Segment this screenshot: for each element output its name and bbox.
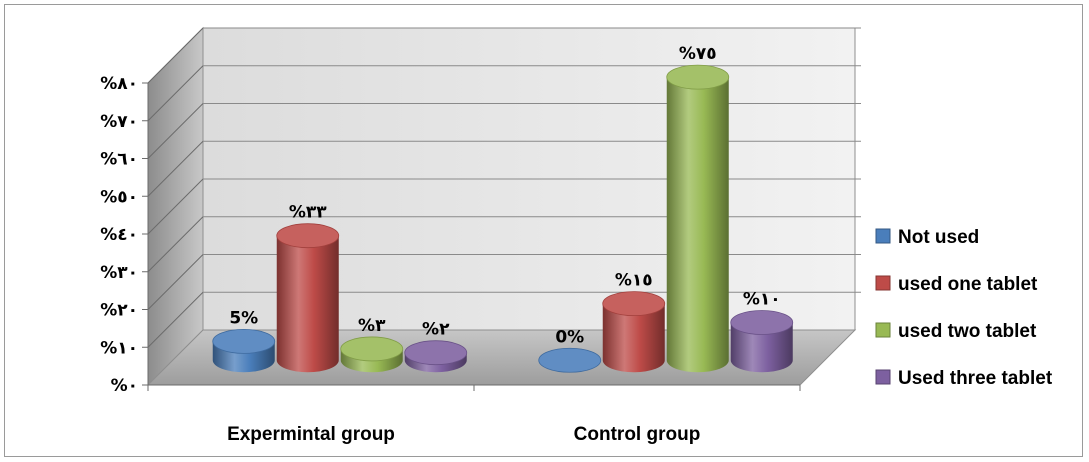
data-label: %١٥ xyxy=(615,271,653,291)
legend-item: used two tablet xyxy=(875,321,1037,342)
bar-not-used xyxy=(212,328,276,373)
y-tick-label: %٦٠ xyxy=(100,150,138,170)
bar-used-three-tablet xyxy=(404,340,468,373)
bar-body xyxy=(730,322,793,373)
legend-label: used one tablet xyxy=(898,274,1038,295)
legend-swatch xyxy=(875,275,891,291)
gridline-side xyxy=(147,254,204,310)
legend-swatch xyxy=(875,322,891,338)
data-label: %٧٥ xyxy=(679,44,717,64)
gridline-side xyxy=(147,291,204,348)
bar-used-one-tablet xyxy=(602,291,666,373)
y-tick-label: %٨٠ xyxy=(100,74,138,94)
bar-used-two-tablet xyxy=(340,336,404,373)
data-label: 5% xyxy=(229,308,258,328)
gridline-side xyxy=(147,140,204,197)
y-tick-label: %٤٠ xyxy=(100,225,138,245)
bar-top xyxy=(212,328,276,354)
y-axis: %٠ %١٠ %٢٠ %٣٠ %٤٠ %٥٠ %٦٠ %٧٠ %٨٠ xyxy=(100,74,801,396)
bar-top xyxy=(276,223,340,249)
bar-top xyxy=(666,64,730,90)
bar-body xyxy=(602,303,665,373)
gridline-side xyxy=(147,178,204,235)
bar-top xyxy=(340,336,404,362)
gridline-side xyxy=(147,27,204,84)
y-tick-label: %٢٠ xyxy=(100,301,138,321)
data-label: %٢ xyxy=(422,320,450,340)
bar-top xyxy=(538,347,602,373)
bar-body xyxy=(666,77,729,373)
gridline-side xyxy=(147,65,204,122)
legend-item: used one tablet xyxy=(875,274,1038,295)
chart-bars xyxy=(212,64,794,373)
legend-item: Not used xyxy=(875,227,979,248)
chart-gridlines xyxy=(147,27,861,348)
bar-top xyxy=(730,310,794,335)
bar-used-one-tablet xyxy=(276,223,340,373)
legend-swatch xyxy=(875,369,891,385)
legend-item: Used three tablet xyxy=(875,368,1053,389)
gridline-side xyxy=(147,216,204,273)
data-labels: 5% %٣٣ %٣ %٢ 0% %١٥ %٧٥ %١٠ xyxy=(229,44,780,347)
y-tick-label: %٣٠ xyxy=(100,263,138,283)
legend-swatch xyxy=(875,228,891,244)
bar-top xyxy=(404,340,468,366)
legend: Not used used one tablet used two tablet Us… xyxy=(875,227,1053,389)
legend-label: Used three tablet xyxy=(898,368,1053,389)
x-category-label: Expermintal group xyxy=(227,424,395,445)
y-tick-label: %١٠ xyxy=(100,338,138,358)
data-label: %٣٣ xyxy=(289,203,327,223)
data-label: %٣ xyxy=(358,316,386,336)
y-tick-label: %٧٠ xyxy=(100,112,138,132)
bar-top xyxy=(602,291,666,317)
bar-used-three-tablet xyxy=(730,310,794,373)
y-tick-label: %٥٠ xyxy=(100,187,138,207)
data-label: 0% xyxy=(555,327,584,347)
bar-body xyxy=(276,235,339,373)
y-tick-label: %٠ xyxy=(111,376,138,396)
gridline-side xyxy=(147,103,204,159)
bar-not-used xyxy=(538,347,602,373)
legend-label: Not used xyxy=(898,227,979,248)
data-label: %١٠ xyxy=(743,290,781,310)
bar-used-two-tablet xyxy=(666,64,730,373)
legend-label: used two tablet xyxy=(898,321,1037,342)
x-category-label: Control group xyxy=(574,424,701,445)
x-axis: Expermintal group Control group xyxy=(227,424,700,445)
